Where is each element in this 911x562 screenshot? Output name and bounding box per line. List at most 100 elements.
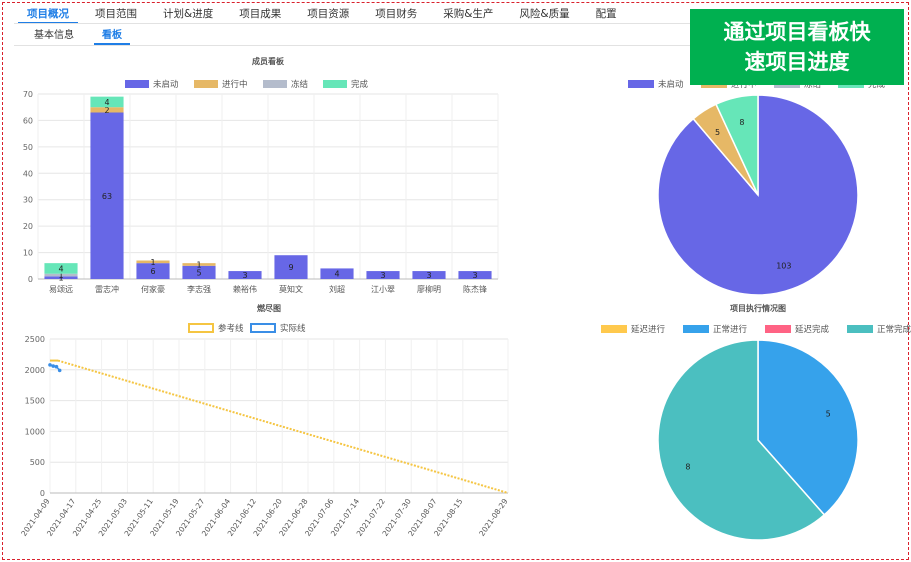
bar-segment — [182, 265, 216, 279]
bar-y-tick: 60 — [23, 116, 33, 125]
burndown-legend-swatch — [188, 323, 214, 333]
execution-pie-value-label: 5 — [826, 409, 831, 418]
member-pie-value-label: 103 — [776, 261, 791, 270]
bar-legend-swatch — [323, 80, 347, 88]
bar-data-label: 1 — [58, 271, 63, 280]
burndown-y-tick: 500 — [30, 458, 45, 467]
callout-line-1: 通过项目看板快 — [723, 20, 871, 44]
bar-y-tick: 0 — [28, 275, 33, 284]
bar-data-label: 3 — [472, 271, 477, 280]
tab-finance[interactable]: 项目财务 — [375, 8, 418, 20]
burndown-y-tick: 1000 — [25, 427, 45, 436]
bar-y-tick: 70 — [23, 90, 33, 99]
bar-data-label: 1 — [150, 258, 155, 267]
tab-deliverables[interactable]: 项目成果 — [239, 8, 282, 20]
execution-pie-value-label: 8 — [685, 463, 690, 472]
execution-pie-legend-swatch — [683, 325, 709, 333]
bar-segment — [228, 271, 262, 279]
burndown-legend-label: 参考线 — [218, 323, 244, 334]
execution-pie-legend-label: 正常进行 — [713, 324, 748, 335]
bar-legend-label: 完成 — [351, 79, 369, 90]
bar-segment — [274, 255, 308, 279]
burndown-x-tick: 2021-08-29 — [477, 497, 510, 538]
bar-data-label: 2 — [104, 106, 109, 115]
bar-category-label: 李志强 — [187, 284, 211, 294]
tab-scope[interactable]: 项目范围 — [95, 8, 137, 20]
member-pie-value-label: 8 — [739, 118, 744, 127]
bar-category-label: 廖柳明 — [417, 284, 441, 294]
burndown-y-tick: 2000 — [25, 366, 45, 375]
tab-risk-quality[interactable]: 风险&质量 — [519, 8, 570, 20]
sub-nav: 基本信息 看板 — [20, 29, 136, 45]
actual-point — [51, 364, 56, 368]
bar-segment — [136, 263, 170, 279]
bar-segment — [458, 271, 492, 279]
tab-config[interactable]: 配置 — [595, 8, 617, 20]
member-pie-value-label: 5 — [715, 128, 720, 137]
bar-y-tick: 10 — [23, 249, 33, 258]
callout-banner: 通过项目看板快 速项目进度 — [690, 9, 904, 85]
bar-segment — [44, 263, 78, 274]
execution-pie-legend-label: 正常完成 — [877, 324, 911, 335]
bar-segment — [90, 112, 124, 279]
bar-legend-label: 冻结 — [291, 79, 308, 90]
tab-schedule[interactable]: 计划&进度 — [163, 8, 214, 20]
execution-pie-legend-swatch — [601, 325, 627, 333]
actual-point — [48, 363, 52, 367]
bar-segment — [90, 96, 124, 108]
top-nav: 项目概况 项目范围 计划&进度 项目成果 项目资源 项目财务 采购&生产 风险&… — [14, 6, 630, 24]
burndown-legend-swatch — [250, 323, 276, 333]
bar-segment — [90, 107, 124, 113]
burndown-y-tick: 2500 — [25, 335, 45, 344]
burndown-y-tick: 1500 — [25, 397, 45, 406]
member-pie-legend-swatch — [628, 80, 654, 88]
reference-line — [57, 359, 509, 494]
bar-data-label: 1 — [196, 260, 201, 269]
bar-segment — [136, 260, 170, 264]
bar-chart-title: 成员看板 — [252, 56, 285, 66]
burndown-title: 燃尽图 — [257, 303, 281, 313]
actual-point — [54, 364, 59, 369]
bar-data-label: 3 — [426, 271, 431, 280]
subnav-divider — [14, 45, 894, 46]
bar-legend-label: 未启动 — [153, 79, 179, 90]
bar-segment — [320, 268, 354, 279]
execution-pie-slice — [657, 339, 826, 541]
bar-data-label: 9 — [288, 263, 293, 272]
bar-segment — [366, 271, 400, 279]
bar-data-label: 63 — [102, 192, 112, 201]
bar-data-label: 3 — [242, 271, 247, 280]
bar-category-label: 江小翠 — [371, 285, 395, 294]
burndown-legend-label: 实际线 — [280, 323, 306, 334]
callout-line-2: 速项目进度 — [744, 50, 850, 74]
bar-segment — [44, 276, 78, 279]
bar-y-tick: 40 — [23, 169, 33, 178]
execution-pie-legend-label: 延迟进行 — [631, 324, 666, 335]
bar-data-label: 4 — [58, 264, 63, 273]
execution-pie-slice — [757, 339, 859, 516]
bar-data-label: 6 — [150, 267, 155, 276]
bar-y-tick: 20 — [23, 222, 33, 231]
tab-board[interactable]: 看板 — [88, 29, 136, 45]
bar-data-label: 5 — [196, 268, 201, 277]
bar-data-label: 1 — [58, 274, 63, 283]
execution-pie-title: 项目执行情况图 — [730, 303, 786, 313]
bar-category-label: 何家豪 — [141, 284, 165, 294]
bar-y-tick: 50 — [23, 143, 33, 152]
nav-divider — [14, 23, 894, 24]
bar-legend-swatch — [194, 80, 218, 88]
bar-segment — [412, 271, 446, 279]
member-pie-legend-label: 未启动 — [658, 79, 684, 90]
bar-category-label: 刘超 — [329, 284, 345, 294]
bar-data-label: 4 — [104, 98, 109, 107]
bar-legend-label: 进行中 — [222, 79, 248, 90]
member-pie-slice — [715, 94, 759, 196]
tab-basic-info[interactable]: 基本信息 — [34, 30, 74, 41]
tab-procurement[interactable]: 采购&生产 — [443, 8, 494, 20]
execution-pie-legend-swatch — [847, 325, 873, 333]
bar-category-label: 莫知文 — [279, 284, 303, 294]
tab-resources[interactable]: 项目资源 — [307, 8, 350, 20]
bar-legend-swatch — [263, 80, 287, 88]
